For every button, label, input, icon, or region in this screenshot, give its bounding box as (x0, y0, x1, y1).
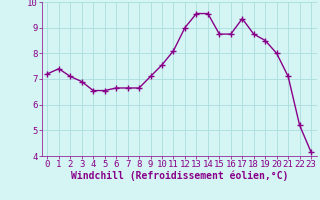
X-axis label: Windchill (Refroidissement éolien,°C): Windchill (Refroidissement éolien,°C) (70, 171, 288, 181)
